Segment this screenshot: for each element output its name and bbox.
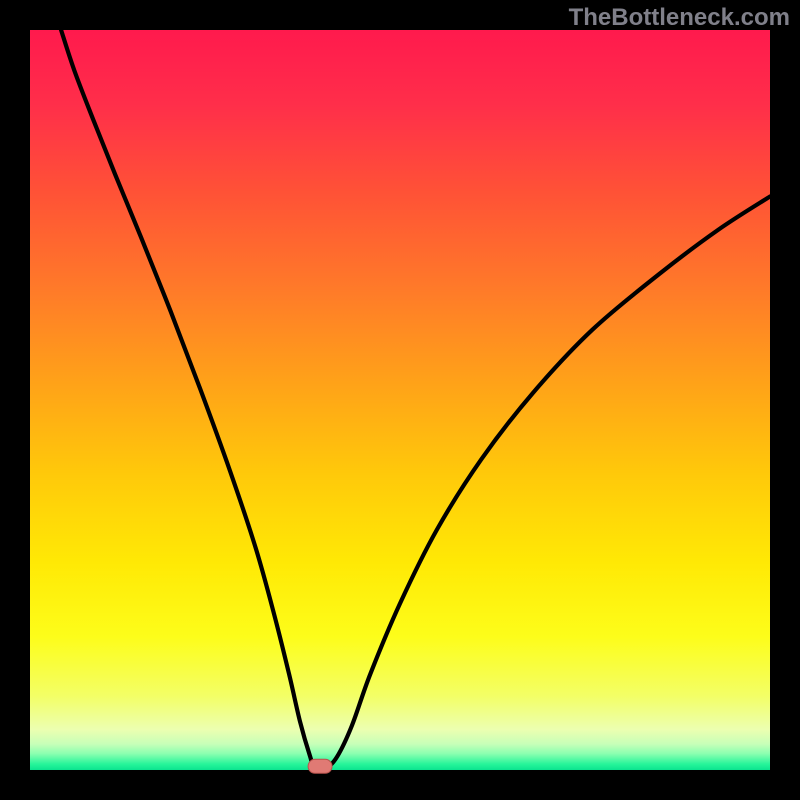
minimum-marker bbox=[308, 759, 332, 773]
bottleneck-chart bbox=[0, 0, 800, 800]
plot-background bbox=[30, 30, 770, 770]
